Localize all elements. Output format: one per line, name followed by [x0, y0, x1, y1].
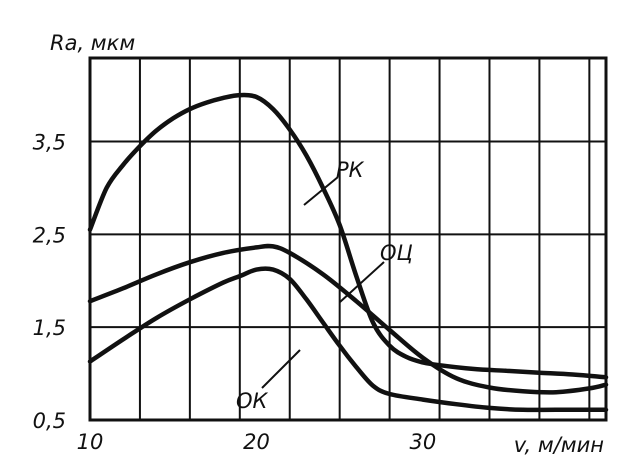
curve-label-rk: РК [336, 158, 365, 182]
x-tick-label: 10 [77, 430, 104, 454]
series-line-rk [87, 92, 609, 380]
curve-label-oc: ОЦ [380, 241, 413, 265]
x-axis-label: v, м/мин [514, 433, 604, 457]
y-tick-label: 0,5 [33, 409, 66, 433]
series-line-ok [87, 266, 609, 413]
leader-line-ok [261, 349, 301, 389]
tick-labels: 10 20 30 0,5 1,5 2,5 3,5 [33, 131, 437, 454]
x-tick-label: 20 [243, 430, 270, 454]
x-tick-label: 30 [410, 430, 437, 454]
series-line-oc [87, 243, 609, 395]
plot-frame [88, 56, 608, 422]
y-tick-label: 2,5 [33, 223, 66, 247]
chart-grid [90, 58, 606, 420]
leader-line-rk [303, 176, 339, 206]
label-leaders [261, 176, 385, 389]
y-axis-label: Ra, мкм [50, 31, 135, 55]
chart-curves [87, 92, 609, 413]
y-tick-label: 3,5 [33, 131, 66, 155]
y-tick-label: 1,5 [33, 316, 66, 340]
curve-label-ok: ОК [236, 389, 269, 413]
leader-line-oc [339, 261, 385, 303]
